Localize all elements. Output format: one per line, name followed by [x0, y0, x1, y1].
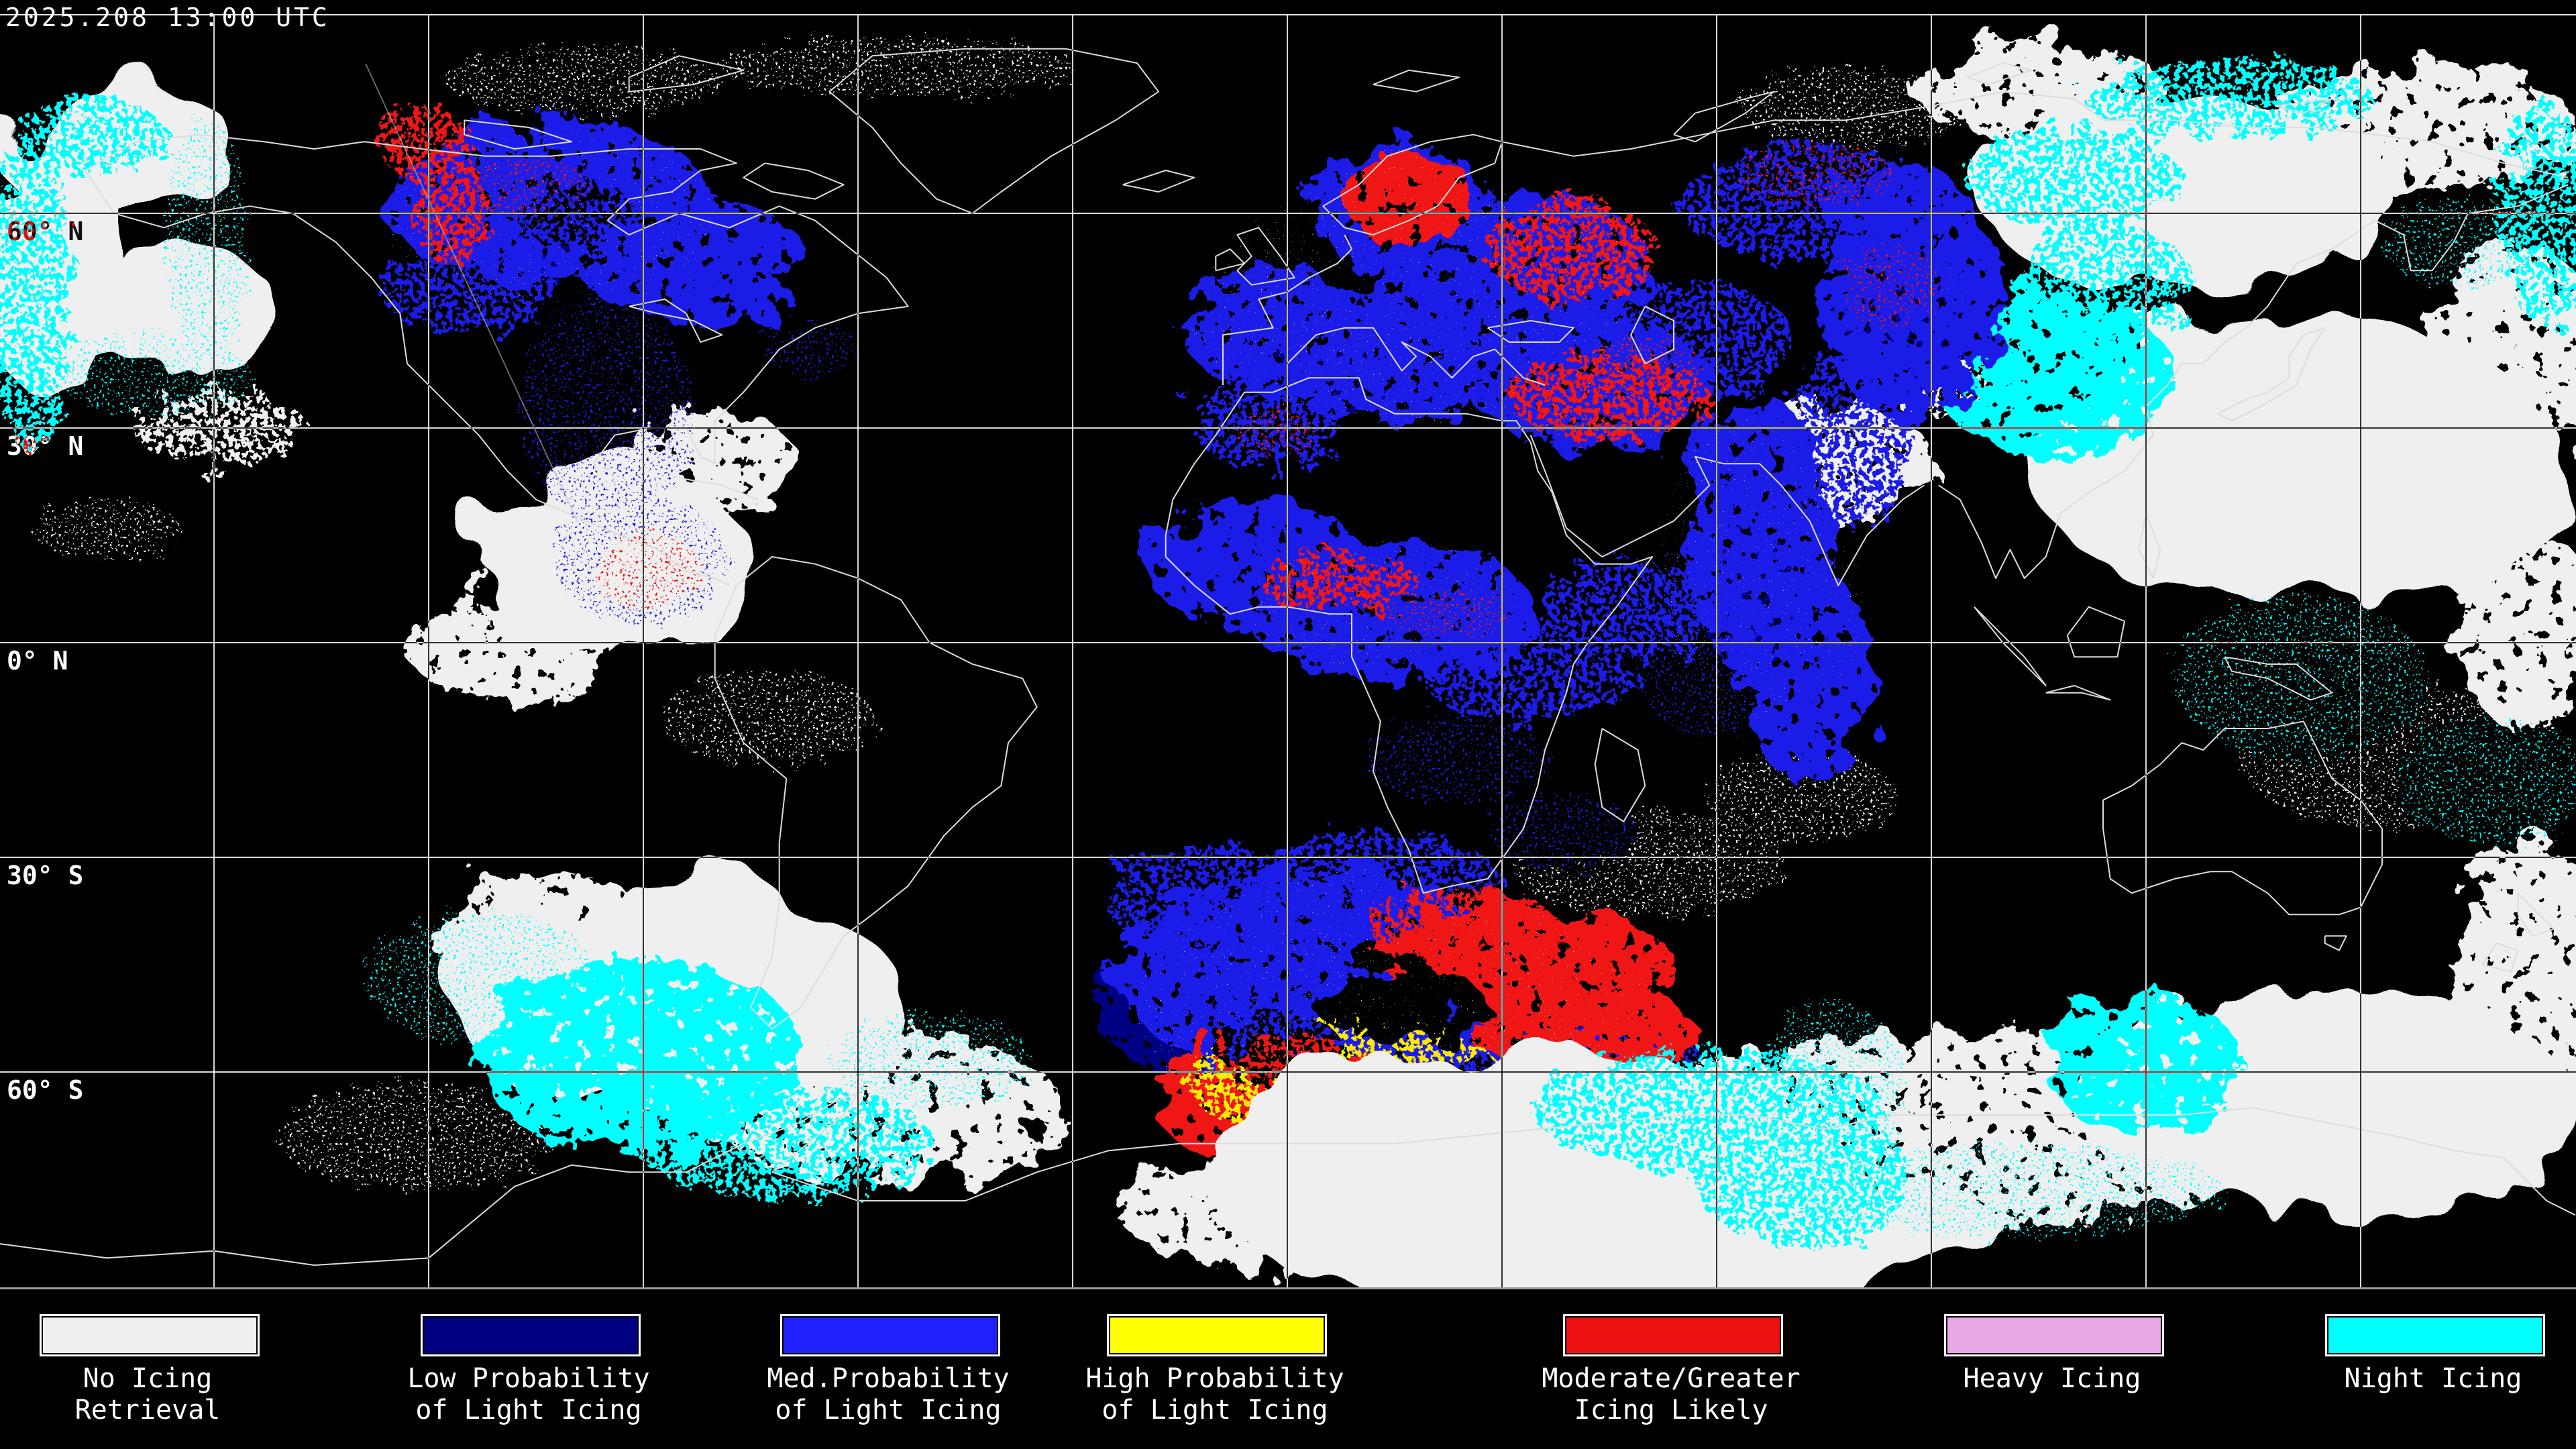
coastline [1673, 91, 1775, 143]
legend-label-line2: of Light Icing [415, 1395, 642, 1426]
latitude-label: 0° N [7, 646, 68, 676]
coastline [828, 48, 1159, 214]
legend-label-line2: of Light Icing [775, 1395, 1002, 1426]
latitude-label: 30° N [7, 431, 83, 461]
legend-swatch-no-icing [40, 1314, 260, 1356]
coastline [0, 1093, 2576, 1266]
graticule-layer [0, 14, 2576, 1287]
coastline [1938, 184, 2569, 579]
coastline [2517, 892, 2555, 937]
latitude-label: 30° S [7, 861, 83, 890]
latitude-label: 60° S [7, 1075, 83, 1105]
world-map: 2025.208 13:00 UTC [0, 3, 2576, 1288]
coastline [2274, 98, 2333, 114]
legend-label-line2: of Light Icing [1102, 1395, 1328, 1426]
coastline [629, 299, 723, 343]
coastline [1630, 305, 1674, 364]
coastline [2102, 720, 2383, 916]
legend-swatch-high-probability [1107, 1314, 1327, 1356]
legend-swatch-heavy-icing [1944, 1314, 2164, 1356]
legend-label-line1: Moderate/Greater [1542, 1363, 1801, 1394]
coastline [743, 162, 845, 200]
timestamp-label: 2025.208 13:00 UTC [5, 3, 330, 32]
legend-label-line1: No Icing [83, 1363, 213, 1394]
coastline [1487, 320, 1574, 343]
legend-label-line2: Icing Likely [1574, 1395, 1768, 1426]
coastline [2481, 943, 2519, 973]
legend-label-line1: High Probability [1085, 1363, 1344, 1394]
icing-data-layer [0, 37, 2576, 1288]
coastline [2217, 327, 2326, 422]
coastline [2045, 685, 2111, 701]
legend-swatch-low-probability [421, 1314, 641, 1356]
coastline [2138, 513, 2161, 579]
coastline [714, 556, 1038, 1030]
legend-label-line2: Retrieval [74, 1395, 221, 1426]
satellite-icing-map: 60° N 30° N 0° N 30° S 60° S [0, 14, 2576, 1288]
coastline [628, 55, 745, 93]
legend-swatch-night-icing [2325, 1314, 2545, 1356]
coastline [679, 477, 759, 500]
latitude-label: 60° N [7, 217, 83, 246]
legend-swatch-med-probability [780, 1314, 1000, 1356]
coastline [2324, 935, 2347, 951]
coastline [1236, 227, 1295, 286]
coastline [464, 119, 573, 150]
legend-label-line1: Low Probability [407, 1363, 650, 1394]
coastline [1594, 728, 1646, 822]
coastline [1966, 62, 2033, 85]
legend-label-line1: Night Icing [2344, 1363, 2522, 1394]
coastline [1287, 327, 1546, 386]
coastline [1215, 248, 1245, 272]
coastline [1373, 69, 1460, 93]
legend-label-line1: Heavy Icing [1963, 1363, 2141, 1394]
coastline [1122, 170, 1195, 193]
coastline [2066, 606, 2125, 658]
coastline [2224, 656, 2333, 701]
legend-swatch-moderate-greater [1563, 1314, 1783, 1356]
terminator-line [365, 63, 579, 524]
latitude-labels: 60° N 30° N 0° N 30° S 60° S [7, 217, 83, 1105]
coastline [1165, 377, 1653, 894]
legend-label-line1: Med.Probability [767, 1363, 1010, 1394]
coastline [1529, 435, 1925, 586]
coastlines-layer [0, 48, 2576, 1266]
coastline [1501, 91, 2569, 178]
legend-bar: No Icing Retrieval Low Probability of Li… [0, 1287, 2576, 1449]
